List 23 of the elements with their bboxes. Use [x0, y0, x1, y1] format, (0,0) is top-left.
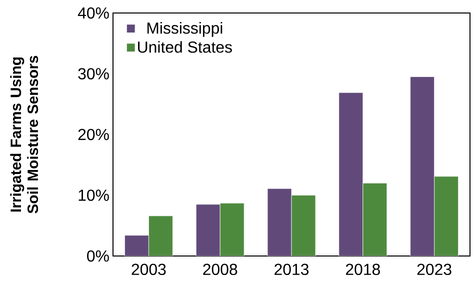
legend-label: United States [138, 41, 232, 53]
x-tick-label: 2003 [132, 264, 166, 276]
y-tick-label: 30% [78, 68, 109, 80]
y-axis-title: Irrigated Farms Using Soil Moisture Sensors [10, 56, 38, 214]
bar [268, 188, 292, 256]
bar [124, 235, 149, 256]
y-tick-label: 20% [78, 128, 109, 140]
x-tick-label: 2023 [417, 264, 452, 276]
bar [292, 195, 316, 256]
bar [220, 203, 244, 256]
bar [410, 76, 435, 256]
bar [434, 176, 459, 256]
legend-label: Mississippi [147, 22, 222, 37]
bar [196, 204, 220, 256]
x-tick-label: 2018 [346, 264, 380, 276]
bar [338, 92, 363, 256]
y-tick-label: 40% [78, 7, 109, 19]
y-tick-label: 0% [87, 250, 109, 262]
bar [362, 183, 387, 256]
bar [148, 216, 173, 256]
x-tick-label: 2013 [274, 264, 309, 276]
y-tick-label: 10% [78, 190, 109, 201]
x-tick-label: 2008 [203, 264, 238, 276]
